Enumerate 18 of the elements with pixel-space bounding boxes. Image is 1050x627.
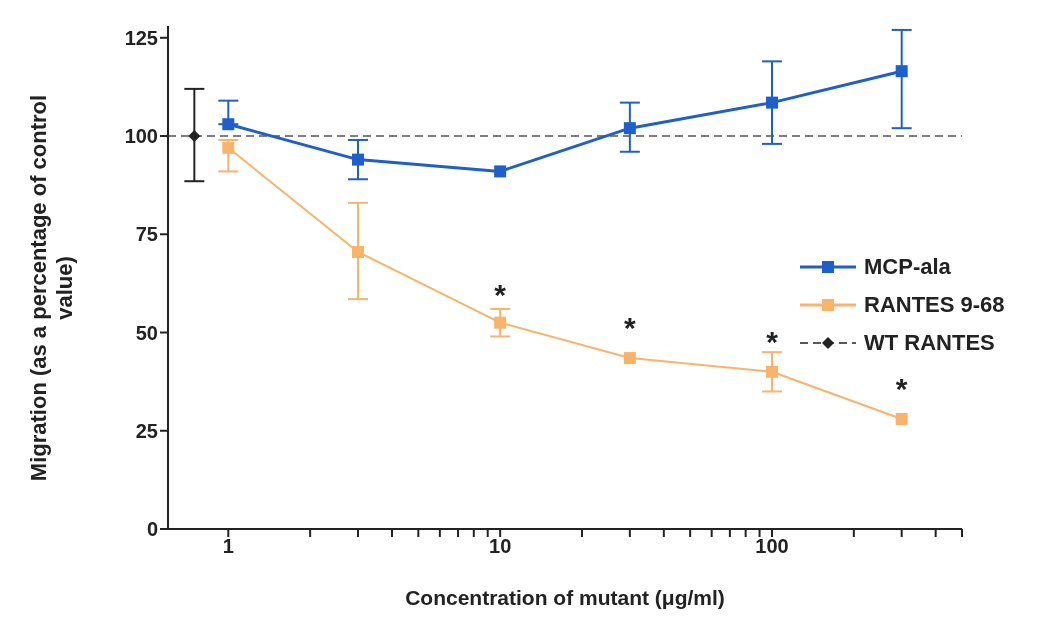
y-tick-label: 75 xyxy=(135,223,158,246)
legend-label: RANTES 9-68 xyxy=(864,292,1005,318)
legend-label: WT RANTES xyxy=(864,330,995,356)
annotation: * xyxy=(624,311,637,345)
y-axis-title: Migration (as a percentage of control value) xyxy=(26,93,78,484)
y-tick-label: 50 xyxy=(135,321,158,344)
x-tick-label: 10 xyxy=(489,535,512,558)
x-tick-label: 1 xyxy=(222,535,234,558)
annotation: * xyxy=(895,371,908,405)
y-tick-label: 100 xyxy=(124,125,158,148)
y-tick-label: 25 xyxy=(135,419,158,442)
y-tick-label: 125 xyxy=(124,26,158,49)
y-tick-label: 0 xyxy=(146,518,158,541)
annotation: * xyxy=(766,324,779,358)
annotation: * xyxy=(494,277,507,311)
x-tick-label: 100 xyxy=(755,535,789,558)
legend-label: MCP-ala xyxy=(864,254,951,280)
x-axis-title: Concentration of mutant (μg/ml) xyxy=(405,586,725,609)
